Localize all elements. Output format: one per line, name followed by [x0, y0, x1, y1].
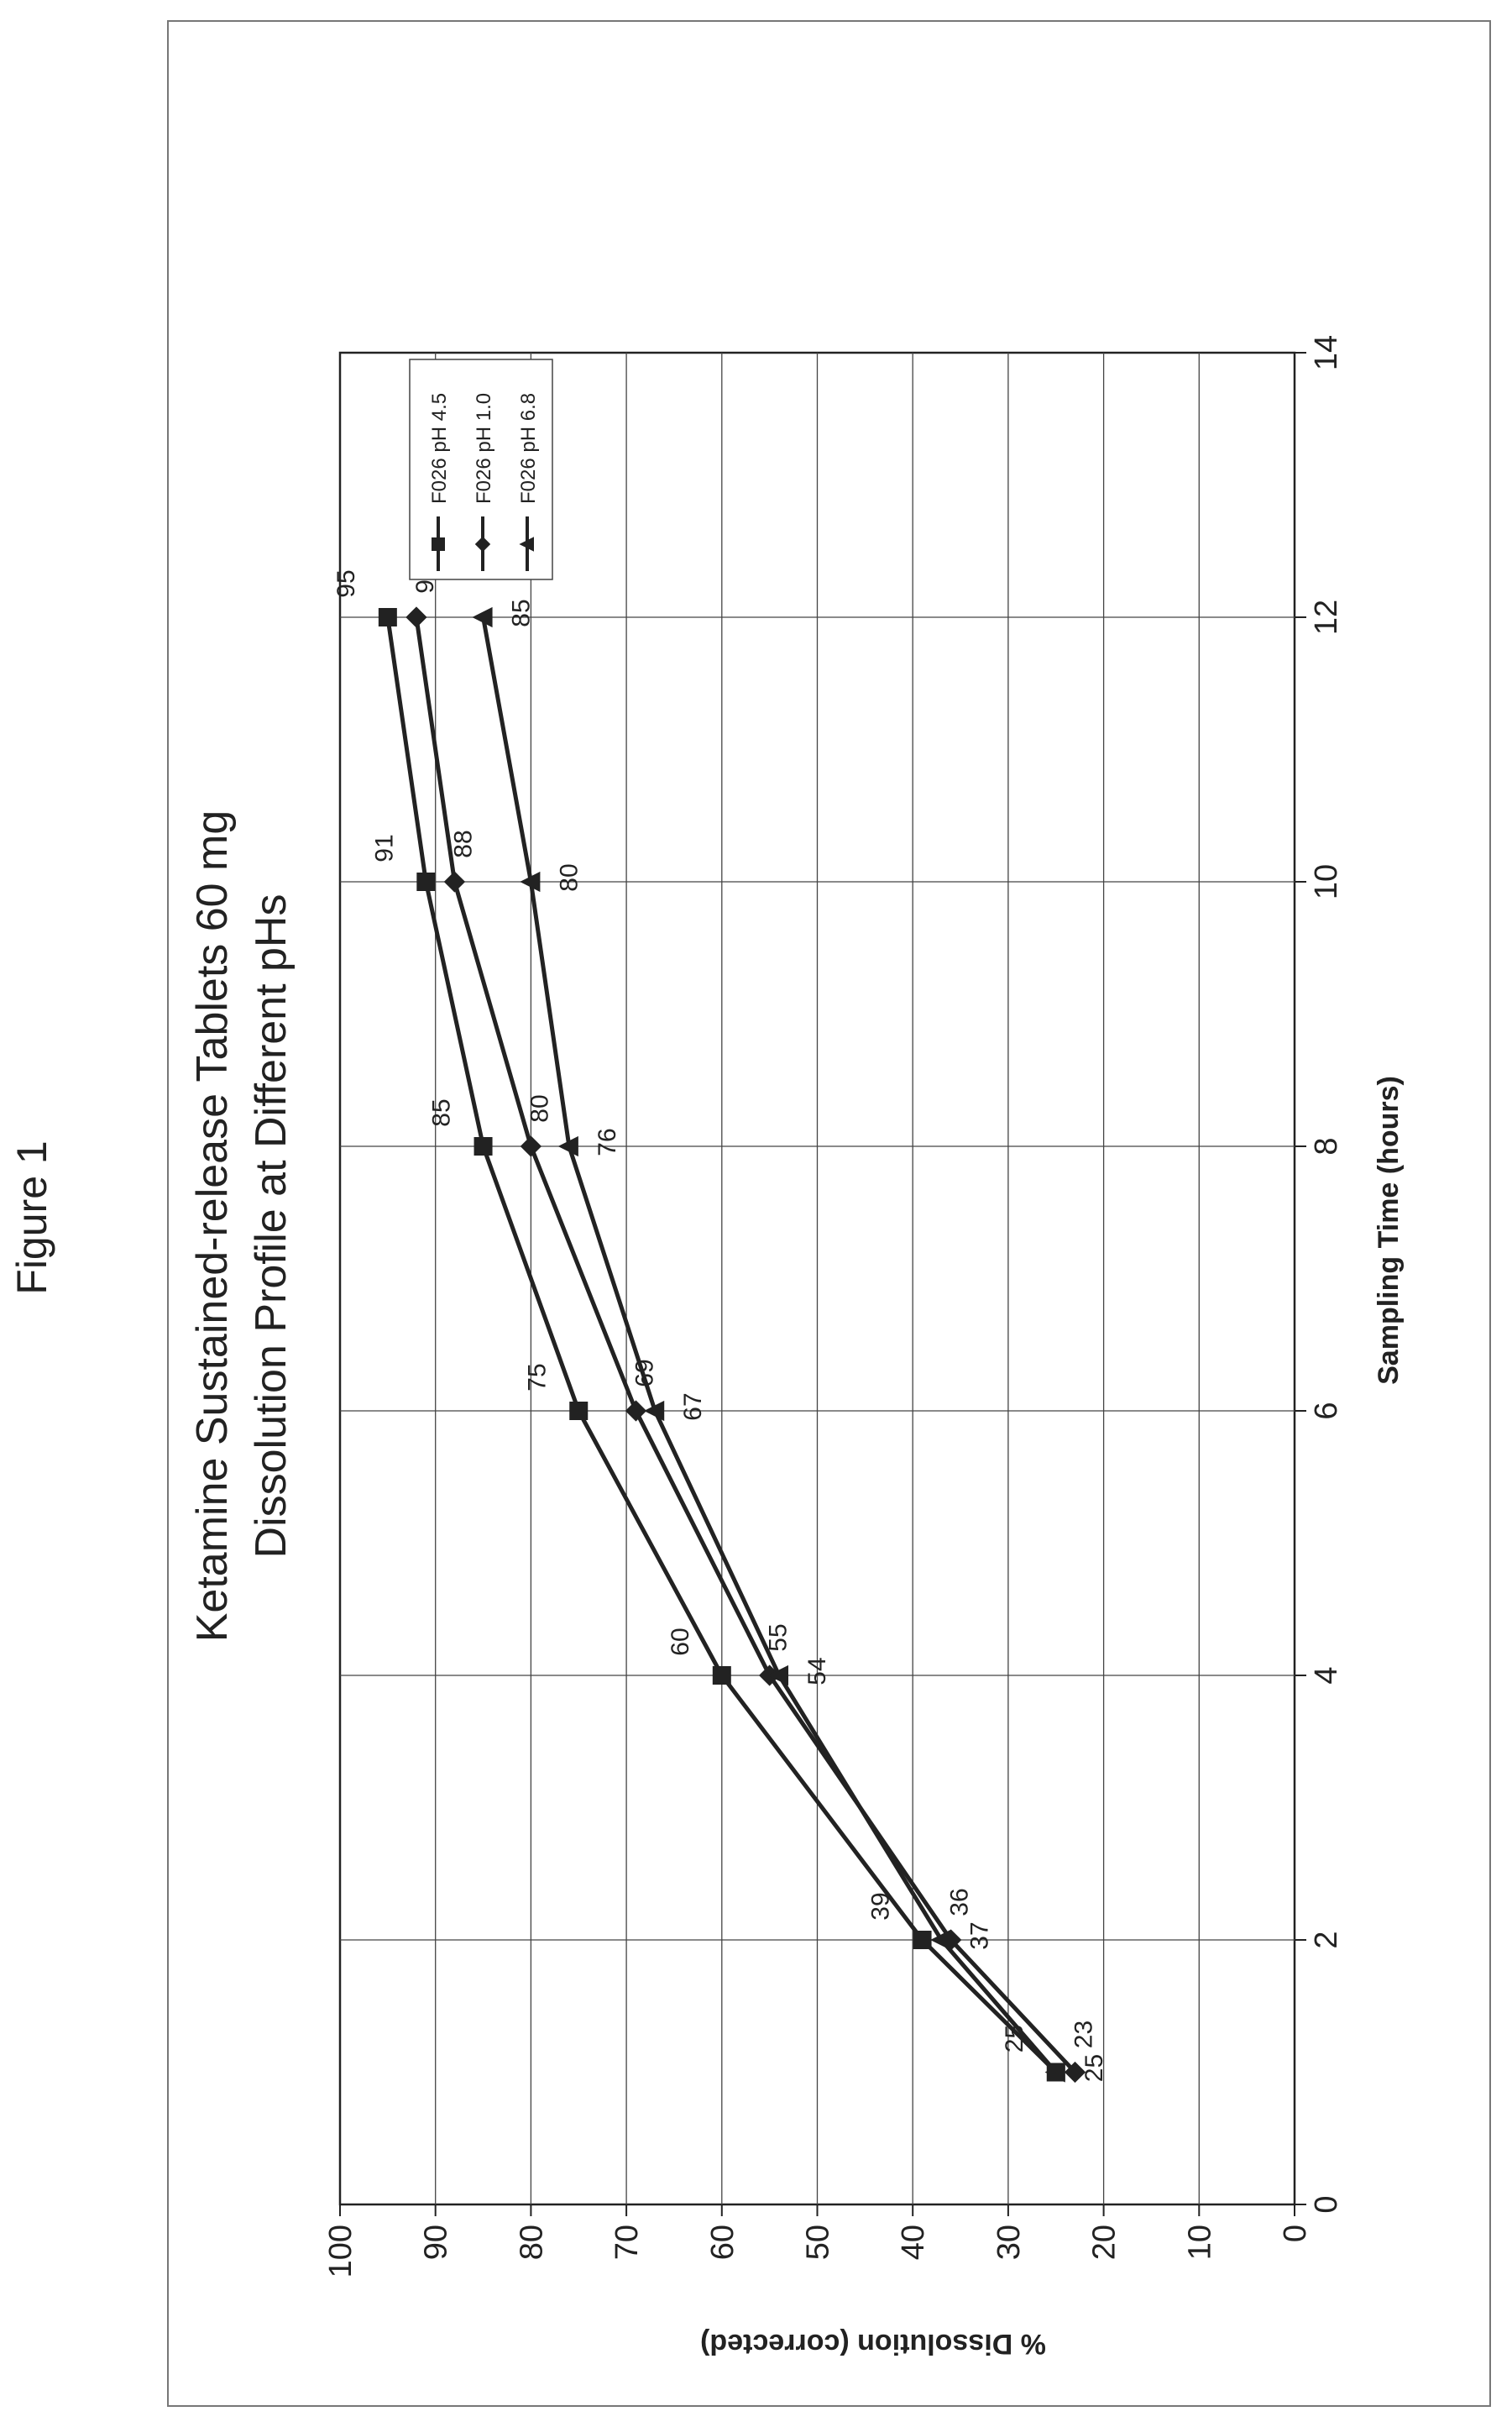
- chart-subtitle: Dissolution Profile at Different pHs: [247, 894, 296, 1559]
- data-label-s0-1: 39: [867, 1892, 895, 1920]
- data-label-s2-6: 85: [508, 599, 536, 626]
- data-labels: 2539607585919523365569808892253754677680…: [332, 565, 1108, 2082]
- marker-s2-0: [1044, 2062, 1065, 2083]
- x-axis-title: Sampling Time (hours): [1373, 1076, 1405, 1385]
- data-label-s0-4: 85: [428, 1098, 456, 1126]
- y-tick-label-50: 50: [801, 2225, 836, 2260]
- marker-s1-0: [1064, 2061, 1086, 2084]
- marker-s1-5: [443, 871, 466, 893]
- marker-s0-6: [378, 608, 397, 626]
- chart-title: Ketamine Sustained-release Tablets 60 mg: [188, 810, 237, 1643]
- data-label-s1-4: 80: [526, 1094, 553, 1122]
- data-label-s0-6: 95: [332, 569, 360, 597]
- x-tick-label-4: 4: [1309, 1666, 1344, 1684]
- data-label-s0-3: 75: [523, 1363, 551, 1391]
- legend-label-0: F026 pH 4.5: [428, 393, 451, 504]
- marker-s0-4: [473, 1137, 493, 1156]
- x-tick-label-2: 2: [1309, 1931, 1344, 1948]
- marker-s1-4: [520, 1135, 542, 1157]
- x-tick-label-6: 6: [1309, 1402, 1344, 1419]
- x-tick-label-0: 0: [1309, 2195, 1344, 2213]
- y-tick-label-30: 30: [991, 2225, 1027, 2260]
- marker-s0-3: [569, 1402, 589, 1420]
- y-tick-label-90: 90: [419, 2225, 454, 2260]
- data-label-s2-2: 54: [803, 1657, 831, 1685]
- data-label-s2-5: 80: [555, 863, 583, 891]
- data-label-s2-3: 67: [679, 1392, 707, 1420]
- x-tick-label-12: 12: [1309, 600, 1344, 635]
- data-label-s1-2: 55: [765, 1623, 793, 1651]
- legend-marker-2: [519, 537, 534, 552]
- legend-marker-1: [474, 536, 491, 553]
- marker-s2-1: [930, 1929, 951, 1951]
- data-label-s2-0: 25: [1080, 2054, 1108, 2082]
- y-tick-label-10: 10: [1182, 2225, 1217, 2260]
- y-axis-title: % Dissolution (corrected): [700, 2328, 1046, 2360]
- marker-s0-5: [416, 873, 436, 891]
- x-tick-label-10: 10: [1309, 864, 1344, 899]
- y-tick-label-80: 80: [514, 2225, 549, 2260]
- legend-marker-0: [432, 537, 445, 551]
- marker-s1-3: [625, 1400, 647, 1422]
- data-label-s1-3: 69: [630, 1359, 658, 1386]
- y-tick-label-0: 0: [1278, 2225, 1313, 2242]
- figure-frame: [167, 20, 1491, 2407]
- y-tick-label-100: 100: [323, 2225, 358, 2278]
- marker-s2-5: [520, 871, 541, 893]
- x-tick-label-14: 14: [1309, 335, 1344, 370]
- data-label-s0-5: 91: [370, 834, 398, 862]
- marker-s2-6: [472, 606, 493, 628]
- data-markers: [378, 606, 1086, 2084]
- y-tick-label-60: 60: [705, 2225, 740, 2260]
- tick-labels: 0 10 20 30 40 50 60 70 80 90 100 0 2 4 6 8 10 12 14: [323, 335, 1344, 2278]
- data-label-s2-4: 76: [594, 1128, 621, 1156]
- x-tick-label-8: 8: [1309, 1137, 1344, 1155]
- legend-label-2: F026 pH 6.8: [517, 393, 540, 504]
- marker-s1-6: [405, 606, 427, 628]
- data-label-s0-0: 25: [1001, 2025, 1028, 2052]
- marker-s0-2: [712, 1666, 731, 1685]
- data-label-s1-5: 88: [449, 830, 477, 857]
- y-tick-label-20: 20: [1087, 2225, 1122, 2260]
- marker-s2-2: [767, 1664, 789, 1686]
- y-tick-label-70: 70: [610, 2225, 645, 2260]
- legend: F026 pH 4.5 F026 pH 1.0 F026 pH 6.8: [409, 359, 553, 580]
- data-label-s0-2: 60: [667, 1628, 694, 1655]
- data-label-s1-0: 23: [1070, 2021, 1097, 2048]
- marker-s1-1: [940, 1929, 962, 1951]
- marker-s2-4: [557, 1135, 578, 1157]
- y-tick-label-40: 40: [896, 2225, 931, 2260]
- data-label-s2-1: 37: [965, 1921, 993, 1949]
- figure-label: Figure 1: [8, 1140, 55, 1294]
- data-label-s1-1: 36: [946, 1888, 974, 1916]
- marker-s2-3: [644, 1400, 665, 1422]
- marker-s0-1: [913, 1931, 932, 1949]
- legend-label-1: F026 pH 1.0: [473, 393, 495, 504]
